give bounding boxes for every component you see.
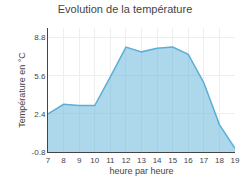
svg-text:8: 8: [61, 156, 66, 165]
svg-text:17: 17: [199, 156, 208, 165]
svg-text:Evolution de la température: Evolution de la température: [58, 3, 193, 15]
svg-text:7: 7: [46, 156, 51, 165]
svg-text:8.8: 8.8: [34, 33, 46, 42]
svg-text:heure par heure: heure par heure: [109, 166, 173, 176]
svg-text:16: 16: [184, 156, 193, 165]
svg-text:5.6: 5.6: [34, 71, 46, 80]
svg-text:2.4: 2.4: [34, 110, 46, 119]
svg-text:18: 18: [215, 156, 224, 165]
svg-text:12: 12: [121, 156, 130, 165]
svg-text:19: 19: [231, 156, 240, 165]
svg-text:Température en °C: Température en °C: [17, 52, 27, 128]
svg-text:14: 14: [153, 156, 162, 165]
svg-text:-0.8: -0.8: [32, 148, 46, 157]
svg-text:9: 9: [77, 156, 82, 165]
svg-text:10: 10: [90, 156, 99, 165]
svg-text:13: 13: [137, 156, 146, 165]
svg-text:11: 11: [106, 156, 115, 165]
svg-text:15: 15: [168, 156, 177, 165]
